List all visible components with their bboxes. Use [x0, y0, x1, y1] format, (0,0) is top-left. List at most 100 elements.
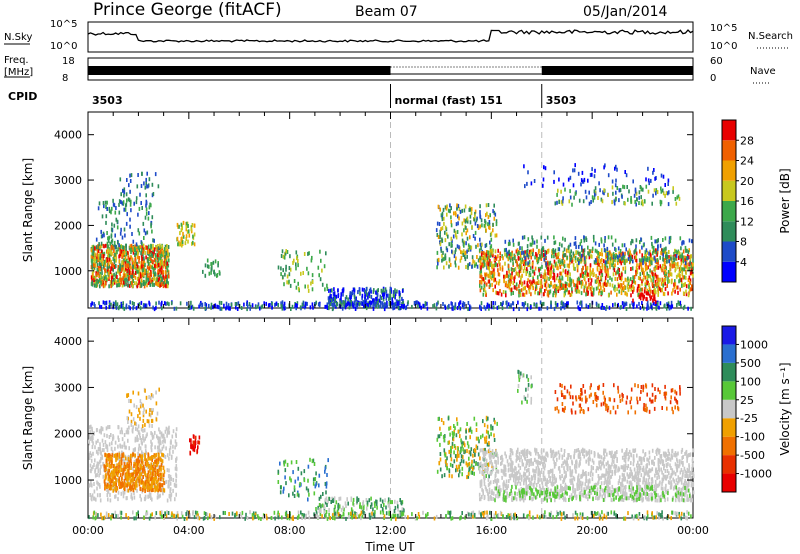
power-echo-cell — [119, 274, 122, 279]
velocity-echo-cell — [97, 461, 100, 466]
power-echo-cell — [142, 252, 144, 257]
power-echo-cell — [146, 265, 149, 270]
power-echo-cell — [556, 192, 558, 197]
power-echo-cell — [465, 265, 467, 269]
power-echo-cell — [561, 243, 563, 248]
power-echo-cell — [442, 302, 444, 306]
power-echo-cell — [353, 294, 356, 299]
power-echo-cell — [567, 303, 569, 308]
power-echo-cell — [484, 275, 487, 280]
power-echo-cell — [185, 237, 187, 241]
power-echo-cell — [566, 255, 569, 260]
power-echo-cell — [497, 268, 499, 273]
power-echo-cell — [192, 306, 195, 311]
power-echo-cell — [94, 257, 97, 261]
power-echo-cell — [282, 268, 284, 273]
power-echo-cell — [623, 185, 626, 190]
power-echo-cell — [526, 248, 529, 253]
power-echo-cell — [662, 238, 664, 242]
power-echo-cell — [486, 302, 489, 307]
power-echo-cell — [91, 264, 94, 269]
velocity-echo-cell — [90, 496, 93, 501]
power-echo-cell — [458, 302, 460, 307]
power-echo-cell — [649, 259, 651, 264]
power-echo-cell — [492, 305, 495, 310]
velocity-echo-cell — [168, 448, 171, 453]
power-echo-cell — [632, 279, 635, 284]
power-echo-cell — [585, 303, 588, 308]
power-echo-cell — [571, 202, 573, 207]
velocity-echo-cell — [104, 474, 107, 479]
velocity-echo-cell — [127, 456, 130, 461]
power-colorbar-label: 28 — [740, 134, 754, 147]
power-echo-cell — [311, 287, 314, 292]
power-echo-cell — [632, 287, 635, 292]
power-echo-cell — [687, 256, 689, 261]
velocity-echo-cell — [101, 438, 104, 443]
power-echo-cell — [575, 245, 577, 250]
power-echo-cell — [318, 273, 320, 278]
power-echo-cell — [108, 277, 110, 281]
power-echo-cell — [159, 243, 161, 248]
power-echo-cell — [539, 286, 542, 291]
power-echo-cell — [479, 280, 481, 284]
power-echo-cell — [166, 301, 169, 306]
power-echo-cell — [122, 245, 125, 250]
velocity-echo-cell — [150, 496, 152, 500]
velocity-echo-cell — [126, 471, 129, 476]
power-echo-cell — [668, 259, 670, 264]
power-echo-cell — [511, 257, 514, 262]
velocity-echo-cell — [162, 478, 165, 482]
power-echo-cell — [617, 270, 620, 275]
power-echo-cell — [457, 204, 460, 209]
power-echo-cell — [580, 291, 583, 296]
power-echo-cell — [474, 214, 476, 219]
velocity-echo-cell — [144, 461, 147, 466]
power-echo-cell — [540, 235, 543, 240]
power-echo-cell — [685, 275, 687, 280]
power-echo-cell — [152, 243, 154, 248]
power-echo-cell — [461, 221, 464, 226]
power-echo-cell — [498, 272, 501, 277]
power-echo-cell — [579, 273, 582, 278]
power-echo-cell — [161, 261, 164, 266]
power-echo-cell — [587, 285, 590, 290]
power-echo-cell — [454, 230, 457, 235]
velocity-echo-cell — [160, 488, 162, 493]
power-echo-cell — [129, 202, 132, 207]
power-echo-cell — [339, 300, 341, 305]
power-echo-cell — [474, 263, 476, 268]
power-echo-cell — [96, 258, 99, 263]
power-echo-cell — [108, 253, 111, 258]
velocity-echo-cell — [150, 431, 152, 436]
velocity-echo-cell — [175, 467, 178, 472]
power-echo-cell — [119, 244, 122, 249]
power-echo-cell — [655, 176, 657, 180]
power-echo-cell — [271, 305, 273, 310]
power-echo-cell — [552, 284, 554, 289]
power-echo-cell — [124, 203, 127, 208]
velocity-echo-cell — [161, 446, 164, 451]
freq-tick-bottom: 8 — [62, 73, 68, 84]
power-echo-cell — [145, 207, 148, 212]
power-echo-cell — [401, 296, 403, 301]
power-echo-cell — [145, 211, 148, 216]
velocity-echo-cell — [140, 472, 143, 477]
power-echo-cell — [589, 272, 591, 277]
power-echo-cell — [581, 248, 583, 253]
power-echo-cell — [110, 234, 113, 239]
power-echo-cell — [126, 178, 128, 182]
cpid-segment-label: 3503 — [546, 94, 577, 107]
power-echo-cell — [519, 289, 521, 294]
power-echo-cell — [114, 210, 117, 215]
velocity-echo-cell — [118, 438, 120, 442]
power-echo-cell — [626, 283, 629, 288]
power-echo-cell — [556, 273, 559, 278]
power-echo-cell — [157, 282, 160, 287]
power-echo-cell — [655, 191, 657, 196]
power-echo-cell — [690, 270, 693, 275]
power-echo-cell — [677, 249, 680, 254]
power-echo-cell — [117, 269, 119, 274]
power-echo-cell — [647, 304, 649, 309]
